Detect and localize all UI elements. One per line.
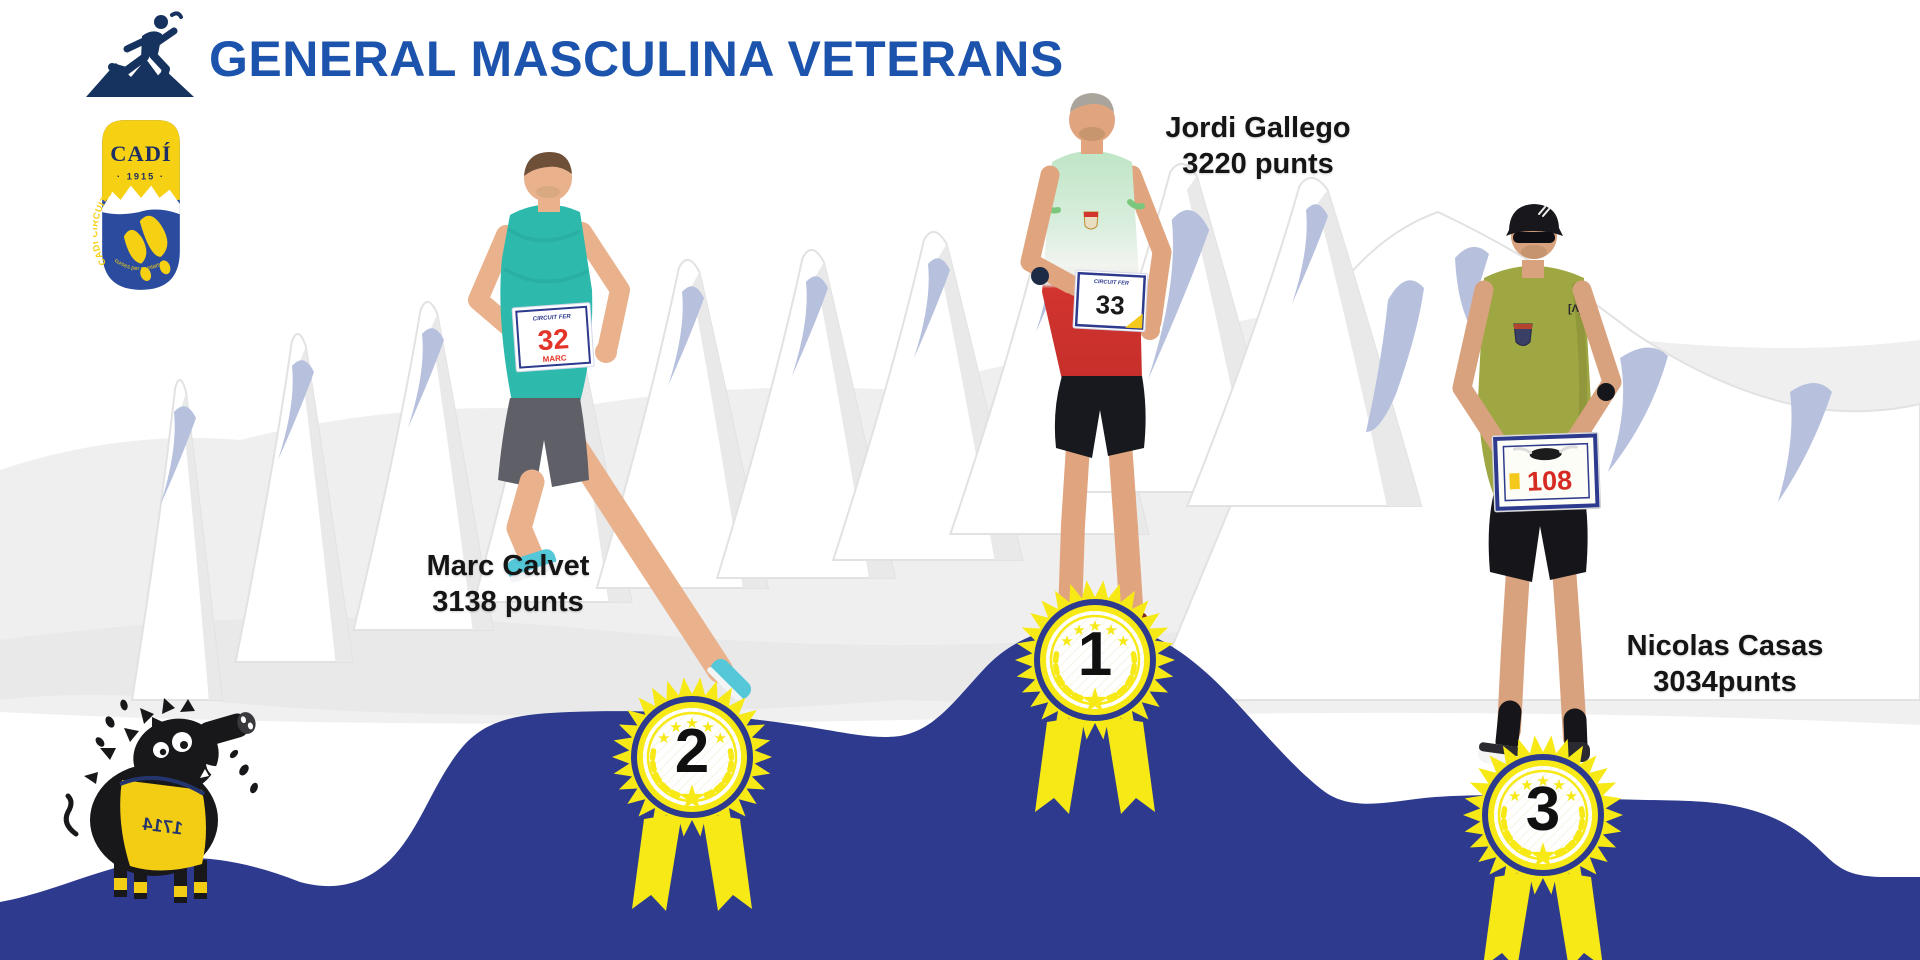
race-bib-nicolas: 108 xyxy=(1491,431,1602,513)
page-title: GENERAL MASCULINA VETERANS xyxy=(209,31,1064,87)
medal-rank-3: 3 xyxy=(1525,774,1561,844)
svg-text:★: ★ xyxy=(701,719,714,736)
mascot-bib-number: 1714 xyxy=(142,814,184,839)
svg-text:CIRCUIT FER: CIRCUIT FER xyxy=(1094,279,1129,287)
svg-text:★: ★ xyxy=(1116,633,1129,650)
svg-text:★: ★ xyxy=(1088,618,1101,635)
trail-runner-icon xyxy=(86,11,194,97)
svg-text:★: ★ xyxy=(1060,633,1073,650)
label-second-place: Marc Calvet 3138 punts xyxy=(328,548,688,620)
bib-number-33: 33 xyxy=(1095,289,1125,320)
badge-year: · 1915 · xyxy=(117,171,165,181)
boar-mascot: 1714 xyxy=(63,698,258,903)
label-third-place: Nicolas Casas 3034punts xyxy=(1545,628,1905,700)
runner-name: Jordi Gallego xyxy=(1165,112,1351,144)
runner-photo-nicolas-casas: [Λ] 108 xyxy=(1452,204,1622,768)
svg-text:★: ★ xyxy=(685,715,698,732)
svg-text:★: ★ xyxy=(677,779,707,817)
poster-header: GENERAL MASCULINA VETERANS xyxy=(82,8,1064,100)
svg-text:★: ★ xyxy=(1104,622,1117,639)
label-first-place: Jordi Gallego 3220 punts xyxy=(1078,110,1438,182)
bib-number-32: 32 xyxy=(537,323,570,356)
svg-text:★: ★ xyxy=(1528,837,1558,875)
race-bib-jordi: CIRCUIT FER 33 xyxy=(1072,269,1149,333)
cadi-club-badge: CADÍ · 1915 · CADÍ CIRCUIT FER curses pe… xyxy=(93,120,180,290)
svg-text:★: ★ xyxy=(713,730,726,747)
svg-text:MARC: MARC xyxy=(542,353,567,364)
medal-rank-2: 2 xyxy=(674,716,710,786)
svg-text:★: ★ xyxy=(1072,622,1085,639)
svg-text:★: ★ xyxy=(1564,788,1577,805)
svg-text:★: ★ xyxy=(1552,777,1565,794)
svg-text:★: ★ xyxy=(1080,682,1110,720)
runner-photo-marc-calvet: CIRCUIT FER 32 MARC xyxy=(468,152,752,700)
svg-text:★: ★ xyxy=(1520,777,1533,794)
race-bib-marc: CIRCUIT FER 32 MARC xyxy=(511,302,595,373)
runner-points: 3034punts xyxy=(1653,666,1797,698)
runner-name: Marc Calvet xyxy=(426,550,590,582)
runner-points: 3138 punts xyxy=(432,586,584,618)
runner-points: 3220 punts xyxy=(1182,148,1334,180)
svg-text:★: ★ xyxy=(669,719,682,736)
runner-name: Nicolas Casas xyxy=(1626,630,1824,662)
svg-text:★: ★ xyxy=(1536,773,1549,790)
bib-number-108: 108 xyxy=(1527,465,1573,497)
svg-text:★: ★ xyxy=(1508,788,1521,805)
svg-text:CIRCUIT FER: CIRCUIT FER xyxy=(533,314,572,323)
boar-hoofprint-icon xyxy=(123,215,171,281)
svg-text:★: ★ xyxy=(657,730,670,747)
medal-rank-1: 1 xyxy=(1077,619,1113,689)
badge-club-name: CADÍ xyxy=(110,141,172,166)
